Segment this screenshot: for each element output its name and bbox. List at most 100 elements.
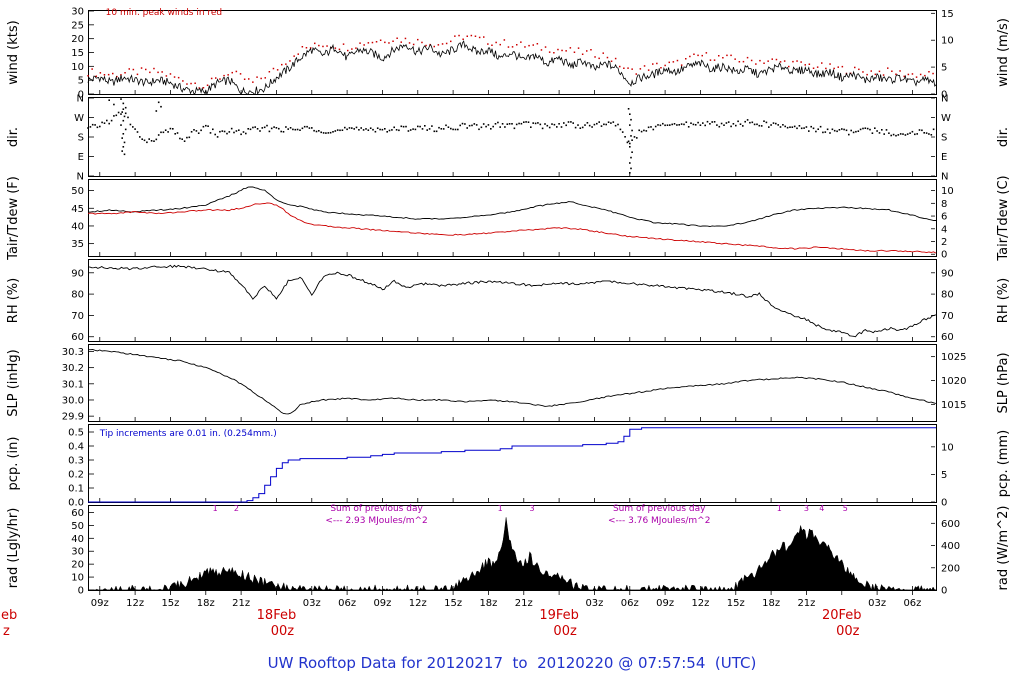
time-tick-label: 06z: [903, 598, 921, 609]
right-tick-label: S: [941, 133, 947, 144]
annotation: Sum of previous day: [613, 504, 706, 514]
time-tick-label: 18z: [479, 598, 497, 609]
left-tick-label: 0.1: [68, 484, 84, 495]
right-axis-title: rad (W/m^2): [996, 506, 1011, 591]
time-axis: 09z 12z 15z 18z 21z 03z 06z 09z 12z 15z 18z 21z 03z 0…: [0, 591, 1024, 653]
left-tick-label: E: [78, 152, 84, 163]
panel-border: [88, 424, 937, 503]
panel-border: [88, 179, 937, 257]
right-tick-label: 600: [941, 519, 960, 530]
left-tick-label: 20: [71, 560, 84, 571]
left-axis-title: RH (%): [6, 278, 21, 323]
left-axis-title: wind (kts): [6, 20, 21, 84]
left-tick-label: N: [77, 172, 84, 183]
clipped-date-label-day: eb: [1, 608, 17, 623]
right-tick-label: 6: [941, 212, 947, 223]
wind-direction-dots: [87, 108, 935, 145]
air-temperature-line: [88, 186, 936, 227]
time-tick-label: 03z: [585, 598, 603, 609]
left-tick-label: 20: [71, 34, 84, 45]
left-tick-label: 40: [71, 221, 84, 232]
time-tick-label: 09z: [91, 598, 109, 609]
figure-title: UW Rooftop Data for 20120217 to 20120220…: [267, 654, 757, 672]
annotation: 1: [213, 504, 218, 513]
left-tick-label: 50: [71, 521, 84, 532]
right-axis-title: RH (%): [996, 278, 1011, 323]
left-axis-title: Tair/Tdew (F): [6, 176, 21, 261]
right-tick-label: 1015: [941, 400, 966, 411]
right-tick-label: 400: [941, 541, 960, 552]
date-label-day: 20Feb: [822, 608, 862, 623]
time-tick-label: 09z: [373, 598, 391, 609]
left-tick-label: 5: [78, 76, 84, 87]
solar-radiation-area: [88, 517, 937, 591]
left-tick-label: 10: [71, 62, 84, 73]
left-axis-title: SLP (inHg): [6, 349, 21, 417]
left-tick-label: 29.9: [62, 412, 84, 423]
right-tick-label: 70: [941, 311, 954, 322]
right-tick-label: 200: [941, 563, 960, 574]
left-tick-label: 30: [71, 7, 84, 18]
left-tick-label: 90: [71, 268, 84, 279]
date-label-time: 00z: [836, 624, 860, 639]
sea-level-pressure-line: [88, 349, 937, 415]
clipped-date-label-time: z: [3, 624, 10, 639]
panel-pcp: 0.0 0.1 0.2 0.3 0.4 0.5 0 5 10 pcp. (in) pcp. (mm)…: [0, 424, 1024, 509]
left-tick-label: 50: [71, 186, 84, 197]
left-tick-label: 10: [71, 573, 84, 584]
date-label-day: 19Feb: [539, 608, 579, 623]
panel-wind: 0 5 10 15 20 25 30 0 5 10 15 wind (kts) wind (m/s) 10…: [0, 7, 1024, 101]
date-label-time: 00z: [271, 624, 295, 639]
time-tick-label: 09z: [656, 598, 674, 609]
dewpoint-line: [87, 202, 937, 254]
left-tick-label: 0: [78, 586, 84, 597]
panel-border: [88, 97, 937, 177]
wind-direction-scatter: [108, 98, 633, 174]
left-tick-label: 30.0: [62, 395, 84, 406]
time-tick-label: 18z: [197, 598, 215, 609]
time-tick-label: 06z: [621, 598, 639, 609]
panel-border: [88, 344, 937, 422]
right-tick-label: 0: [941, 90, 947, 101]
right-tick-label: 4: [941, 224, 947, 235]
right-tick-label: 1025: [941, 352, 966, 363]
left-axis-title: rad (Lgly/hr): [6, 508, 21, 589]
right-tick-label: N: [941, 172, 948, 183]
left-tick-label: 0.0: [68, 498, 84, 509]
right-axis-title: wind (m/s): [996, 18, 1011, 87]
left-tick-label: 0.5: [68, 428, 84, 439]
right-axis-title: dir.: [996, 127, 1011, 147]
right-tick-label: N: [941, 94, 948, 105]
time-tick-label: 15z: [444, 598, 462, 609]
annotation: 4: [819, 504, 824, 513]
panel-border: [88, 505, 937, 591]
right-tick-label: 90: [941, 268, 954, 279]
annotation: Sum of previous day: [330, 504, 423, 514]
time-tick-label: 12z: [691, 598, 709, 609]
right-tick-label: 0: [941, 498, 947, 509]
annotation: 1: [498, 504, 503, 513]
left-tick-label: 0: [78, 90, 84, 101]
date-label-day: 18Feb: [257, 608, 297, 623]
left-tick-label: 30.1: [62, 379, 84, 390]
panel-temp: 35 40 45 50 0 2 4 6 8 10 Tair/Tdew (F) Tair/Tdew (C…: [0, 175, 1024, 261]
left-tick-label: 0.4: [68, 442, 84, 453]
time-tick-label: 12z: [409, 598, 427, 609]
right-tick-label: 5: [941, 63, 947, 74]
left-tick-label: 70: [71, 311, 84, 322]
left-tick-label: 45: [71, 204, 84, 215]
panel-slp: 29.9 30.0 30.1 30.2 30.3 1015 1020 1025 SLP (inH…: [0, 344, 1024, 423]
right-tick-label: 0: [941, 586, 947, 597]
annotation: 3: [804, 504, 809, 513]
annotation: 2: [234, 504, 239, 513]
right-tick-label: 10: [941, 186, 954, 197]
time-tick-label: 03z: [303, 598, 321, 609]
right-axis-title: SLP (hPa): [996, 352, 1011, 413]
precipitation-step-line: [88, 427, 936, 503]
right-tick-label: 80: [941, 290, 954, 301]
right-tick-label: W: [941, 113, 951, 124]
time-tick-label: 15z: [727, 598, 745, 609]
left-tick-label: N: [77, 94, 84, 105]
